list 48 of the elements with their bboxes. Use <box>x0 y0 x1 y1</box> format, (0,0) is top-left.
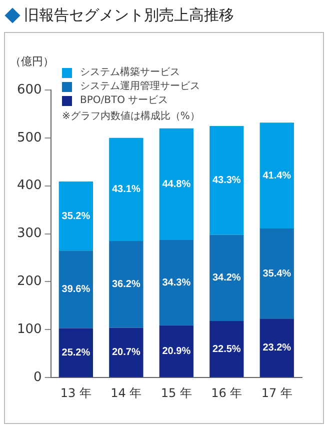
annotation: 34.2% <box>212 272 241 284</box>
bar <box>210 234 244 322</box>
y-axis-title: （億円） <box>10 54 54 69</box>
annotation: 44.8% <box>162 178 191 190</box>
bar <box>260 122 294 229</box>
bar <box>260 318 294 378</box>
bar <box>109 138 144 241</box>
y-tick-label: 500 <box>16 130 42 146</box>
bar <box>159 325 194 378</box>
annotation: 25.2% <box>62 347 90 358</box>
annotation: 23.2% <box>262 342 292 354</box>
legend-label: システム運用管理サービス <box>80 80 200 94</box>
x-tick-label: 13 年 <box>60 386 92 400</box>
bar <box>109 328 144 378</box>
y-tick-label: 100 <box>16 322 42 338</box>
annotation: 20.9% <box>162 346 191 357</box>
annotation: 22.5% <box>212 344 241 355</box>
bar <box>260 228 294 319</box>
annotation: 34.3% <box>162 277 191 288</box>
annotation: 35.2% <box>62 210 90 222</box>
annotation: 35.4% <box>262 268 292 280</box>
bar <box>210 321 244 378</box>
bar <box>159 128 194 240</box>
chart-title: 旧報告セグメント別売上高推移 <box>24 6 234 25</box>
bar <box>58 182 94 251</box>
annotation: ※グラフ内数値は構成比（%） <box>62 110 200 124</box>
annotation: 41.4% <box>262 170 292 182</box>
annotation: 39.6% <box>62 284 90 296</box>
annotation: 20.7% <box>112 347 140 358</box>
annotation: 43.1% <box>112 184 140 196</box>
x-tick-label: 16 年 <box>211 386 242 400</box>
y-tick-label: 200 <box>16 274 42 290</box>
x-tick-label: 17 年 <box>261 386 292 400</box>
y-tick-label: 0 <box>34 370 42 385</box>
bar <box>210 126 244 235</box>
bar <box>58 250 94 328</box>
y-tick-label: 400 <box>16 178 42 194</box>
annotation: 43.3% <box>212 175 241 186</box>
y-tick-label: 600 <box>16 82 42 98</box>
bar <box>159 240 194 326</box>
bar <box>109 240 144 328</box>
bar <box>58 328 94 378</box>
x-tick-label: 14 年 <box>110 386 142 400</box>
x-tick-label: 15 年 <box>160 386 192 400</box>
legend-label: BPO/BTO サービス <box>80 94 168 108</box>
y-tick-label: 300 <box>16 226 42 242</box>
annotation: 36.2% <box>112 279 140 290</box>
legend-label: システム構築サービス <box>80 66 180 80</box>
